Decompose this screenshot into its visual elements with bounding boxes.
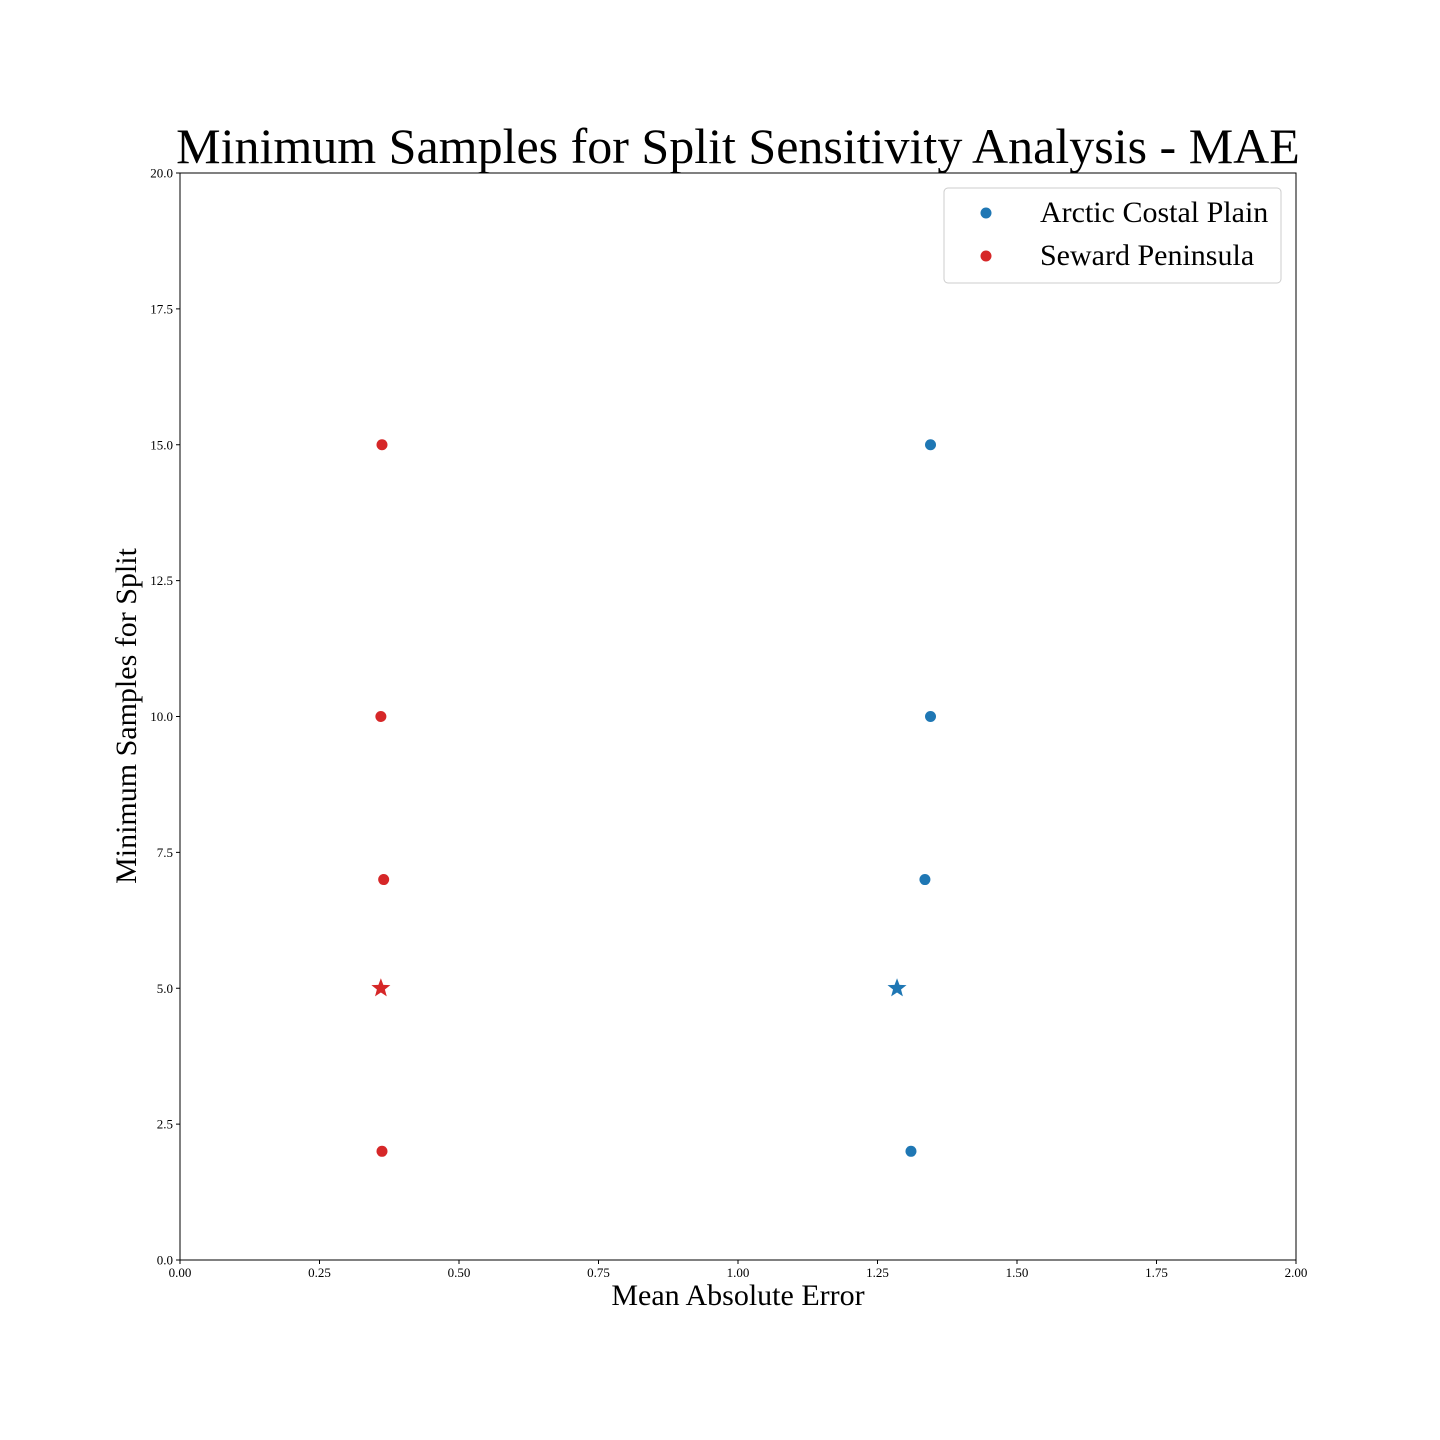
x-tick-label: 2.00	[1285, 1265, 1308, 1280]
y-tick-label: 12.5	[150, 573, 173, 588]
y-tick-label: 0.0	[157, 1253, 173, 1268]
data-point	[905, 1145, 917, 1157]
data-point-star	[887, 978, 907, 997]
x-tick-label: 1.00	[727, 1265, 750, 1280]
y-tick-label: 20.0	[150, 166, 173, 181]
y-tick-label: 7.5	[157, 845, 173, 860]
x-tick-label: 0.00	[169, 1265, 192, 1280]
data-points	[371, 439, 937, 1157]
data-point	[376, 439, 388, 451]
x-tick-label: 0.25	[308, 1265, 331, 1280]
y-tick-label: 2.5	[157, 1117, 173, 1132]
legend-label: Seward Peninsula	[1040, 239, 1254, 272]
data-point	[925, 711, 937, 722]
legend-label: Arctic Costal Plain	[1040, 196, 1268, 229]
x-tick-label: 1.75	[1145, 1265, 1168, 1280]
data-point	[925, 439, 937, 451]
y-tick-label: 17.5	[150, 301, 173, 316]
data-point	[376, 1145, 388, 1157]
x-tick-label: 1.25	[866, 1265, 889, 1280]
legend-marker	[980, 250, 992, 262]
legend: Arctic Costal Plain Seward Peninsula	[943, 187, 1282, 284]
y-tick-label: 10.0	[150, 709, 173, 724]
data-point	[375, 711, 387, 722]
x-axis-label: Mean Absolute Error	[611, 1279, 864, 1312]
plot-area	[179, 172, 1297, 1261]
legend-marker	[980, 207, 992, 219]
x-tick-label: 0.50	[448, 1265, 471, 1280]
y-axis-ticks: 0.0 2.5 5.0 7.5 10.0 12.5 15.0 17.5 20.0	[150, 166, 180, 1268]
legend-box	[943, 187, 1282, 284]
data-point-star	[371, 978, 391, 997]
x-tick-label: 0.75	[587, 1265, 610, 1280]
data-point	[378, 874, 390, 886]
x-tick-label: 1.50	[1006, 1265, 1029, 1280]
x-axis-ticks: 0.00 0.25 0.50 0.75 1.00 1.25 1.50 1.75 2.00	[169, 1260, 1308, 1280]
y-axis-label: Minimum Samples for Split	[110, 547, 143, 884]
y-tick-label: 15.0	[150, 437, 173, 452]
chart-title: Minimum Samples for Split Sensitivity An…	[176, 118, 1300, 174]
data-point	[919, 874, 931, 886]
y-tick-label: 5.0	[157, 981, 173, 996]
